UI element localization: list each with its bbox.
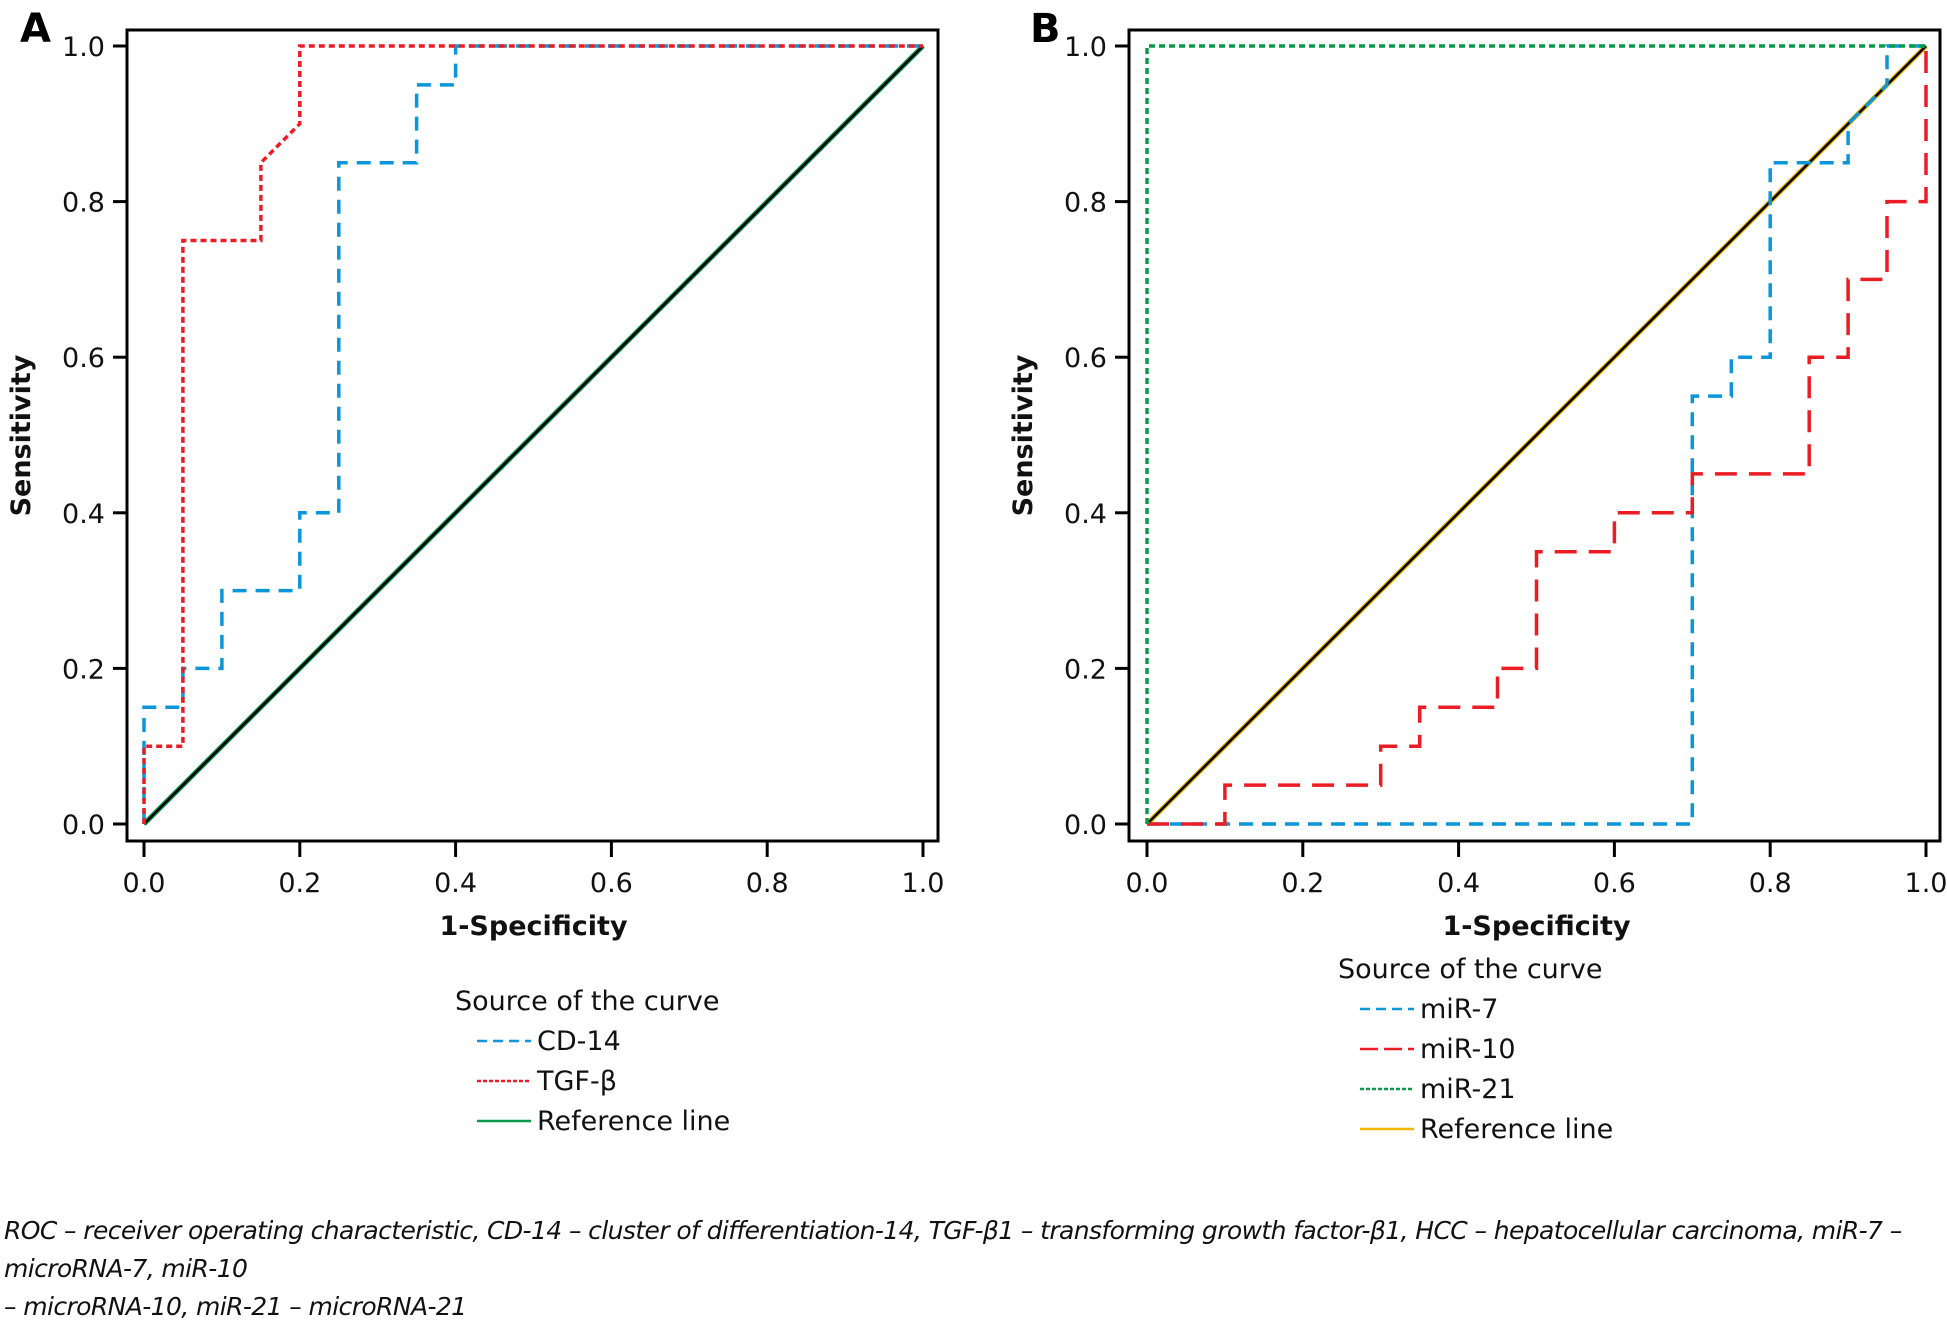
caption-line-1: ROC – receiver operating characteristic,… (4, 1216, 1902, 1283)
y-tick-label: 0.2 (62, 654, 105, 685)
x-tick-label: 0.0 (123, 868, 166, 899)
y-tick-label: 0.0 (62, 810, 105, 841)
plot-frame (1127, 28, 1942, 843)
x-tick-label: 0.4 (1437, 868, 1480, 899)
y-tick-label: 0.6 (1064, 343, 1107, 374)
x-tick-label: 1.0 (1905, 868, 1947, 899)
panel-label: B (1030, 6, 1061, 52)
legend-title: Source of the curve (455, 986, 719, 1017)
legend-label-mir-7: miR-7 (1420, 994, 1498, 1025)
legend: Source of the curve miR-7 miR-10 miR-21 Refe… (1338, 954, 1613, 1145)
x-axis-title: 1-Specificity (439, 911, 628, 942)
series-mir-10 (1147, 46, 1928, 826)
legend-label-mir-21: miR-21 (1420, 1074, 1516, 1105)
x-tick-label: 0.4 (434, 868, 477, 899)
series-tgf (142, 44, 923, 824)
legend-title: Source of the curve (1338, 954, 1602, 985)
x-tick-label: 0.6 (590, 868, 633, 899)
y-tick-label: 0.4 (1064, 499, 1107, 530)
legend-label-reference-line: Reference line (1420, 1114, 1613, 1145)
x-tick-label: 0.8 (746, 868, 789, 899)
series-reference-line (1146, 45, 1927, 825)
roc-panel-a: A 0.0 0.2 0.4 0.6 0.8 1.0 0.0 0.2 0.4 0.6 0.8 1.0 1-S… (6, 6, 944, 1137)
legend-label-tgf: TGF-β (536, 1066, 617, 1097)
y-tick-label: 0.2 (1064, 654, 1107, 685)
x-tick-label: 0.2 (1281, 868, 1324, 899)
y-tick-label: 0.6 (62, 343, 105, 374)
x-tick-label: 0.6 (1593, 868, 1636, 899)
roc-figure: A 0.0 0.2 0.4 0.6 0.8 1.0 0.0 0.2 0.4 0.6 0.8 1.0 1-S… (6, 6, 1947, 1145)
x-tick-label: 0.0 (1126, 868, 1169, 899)
legend: Source of the curve CD-14 TGF-β Reference l… (455, 986, 730, 1137)
y-tick-label: 1.0 (62, 32, 105, 63)
legend-label-cd-14: CD-14 (537, 1026, 621, 1057)
x-tick-label: 1.0 (902, 868, 945, 899)
y-axis-title: Sensitivity (1008, 354, 1039, 516)
legend-label-mir-10: miR-10 (1420, 1034, 1516, 1065)
y-tick-label: 0.4 (62, 499, 105, 530)
roc-panel-b: B 0.0 0.2 0.4 0.6 0.8 1.0 0.0 0.2 0.4 0.6 0.8 1.0 1-S… (1008, 6, 1947, 1145)
series-mir-7 (1147, 44, 1926, 826)
caption-line-2: – microRNA-10, miR-21 – microRNA-21 (4, 1292, 467, 1321)
legend-label-reference-line: Reference line (537, 1106, 730, 1137)
y-tick-label: 0.8 (1064, 188, 1107, 219)
y-axis-title: Sensitivity (6, 354, 37, 516)
x-axis-title: 1-Specificity (1442, 911, 1631, 942)
y-tick-label: 0.0 (1064, 810, 1107, 841)
panel-label: A (20, 6, 51, 52)
plot-frame (125, 28, 940, 843)
x-tick-label: 0.2 (278, 868, 321, 899)
series-reference-line (143, 45, 924, 825)
series-cd-14 (142, 44, 923, 824)
x-tick-label: 0.8 (1749, 868, 1792, 899)
figure-caption: ROC – receiver operating characteristic,… (4, 1212, 1939, 1326)
y-tick-label: 0.8 (62, 188, 105, 219)
y-tick-label: 1.0 (1064, 32, 1107, 63)
